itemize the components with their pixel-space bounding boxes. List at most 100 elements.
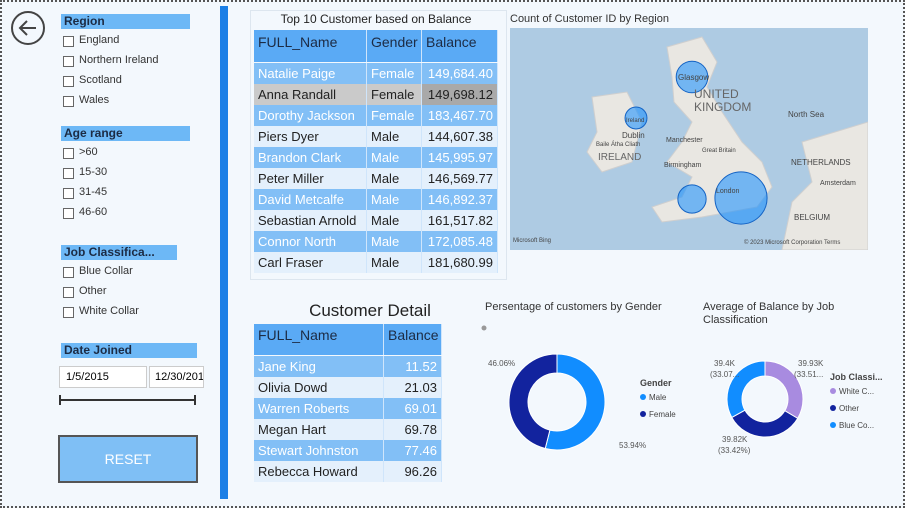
map-label: Birmingham (664, 162, 702, 169)
checkbox[interactable] (63, 76, 74, 87)
back-button[interactable] (10, 10, 48, 48)
data-label: 39.82K (722, 435, 748, 444)
map-label: Manchester (666, 137, 703, 144)
filter-option[interactable]: >60 (79, 146, 98, 158)
percent-label: (33.51... (794, 370, 823, 379)
map-label: IRELAND (598, 152, 641, 163)
table-cell: 11.52 (384, 356, 442, 377)
bubble (714, 171, 768, 225)
data-label: 39.93K (798, 359, 824, 368)
legend-marker (640, 411, 646, 417)
table-cell: Male (367, 252, 422, 273)
column-header[interactable]: FULL_Name (254, 324, 384, 355)
legend-label: White C... (839, 387, 874, 396)
map-label: NETHERLANDS (791, 158, 851, 167)
checkbox[interactable] (63, 267, 74, 278)
filter-option[interactable]: Wales (79, 94, 110, 106)
table-cell: Jane King (254, 356, 384, 377)
table-cell: 146,569.77 (422, 168, 498, 189)
legend-title: Job Classi... (830, 372, 883, 382)
bubble (677, 184, 707, 214)
table-cell: 77.46 (384, 440, 442, 461)
map-label: KINGDOM (694, 100, 751, 114)
checkbox[interactable] (63, 168, 74, 179)
date-end[interactable]: 12/30/201 (149, 366, 204, 388)
table-cell: 21.03 (384, 377, 442, 398)
checkbox[interactable] (63, 148, 74, 159)
checkbox[interactable] (63, 188, 74, 199)
table-cell: Rebecca Howard (254, 461, 384, 482)
map-label: BELGIUM (794, 213, 830, 222)
legend-label: Blue Co... (839, 421, 874, 430)
table-cell: 181,680.99 (422, 252, 498, 273)
checkbox[interactable] (63, 208, 74, 219)
table-cell: Peter Miller (254, 168, 367, 189)
table-cell: Anna Randall (254, 84, 367, 105)
filter-header[interactable]: Job Classifica... (61, 245, 177, 260)
donut-charts: 53.94% Male 46.06% Female Gender 39.93K (33.51… (481, 325, 883, 455)
filter-option[interactable]: 31-45 (79, 186, 108, 198)
table-cell: Female (367, 63, 422, 84)
map-label: North Sea (788, 110, 825, 119)
filter-option[interactable]: Scotland (79, 74, 122, 86)
data-label: 53.94% (619, 441, 646, 450)
map-label: Great Britain (702, 148, 736, 154)
donut-slice (726, 360, 766, 419)
map-title: Count of Customer ID by Region (510, 13, 669, 25)
percent-label: (33.07... (710, 370, 739, 379)
table-cell: 145,995.97 (422, 147, 498, 168)
table-title: Customer Detail (309, 301, 431, 320)
table-cell: Male (367, 147, 422, 168)
table-cell: Warren Roberts (254, 398, 384, 419)
table-cell: Stewart Johnston (254, 440, 384, 461)
column-header[interactable]: Gender (367, 30, 422, 62)
table-cell: 146,892.37 (422, 189, 498, 210)
donut-slice (731, 409, 799, 438)
column-header[interactable]: Balance (422, 30, 498, 62)
checkbox[interactable] (63, 96, 74, 107)
data-label: 46.06% (488, 359, 515, 368)
table-cell: Dorothy Jackson (254, 105, 367, 126)
filter-option[interactable]: Blue Collar (79, 265, 133, 277)
column-header[interactable]: FULL_Name (254, 30, 367, 62)
checkbox[interactable] (63, 307, 74, 318)
legend-label: Female (649, 410, 676, 419)
filter-option[interactable]: England (79, 34, 120, 46)
filter-option[interactable]: 46-60 (79, 206, 108, 218)
legend-marker (830, 422, 836, 428)
table-cell: 96.26 (384, 461, 442, 482)
map-label: Glasgow (678, 73, 709, 82)
legend-marker (830, 388, 836, 394)
filter-option[interactable]: White Collar (79, 305, 139, 317)
reset-button[interactable]: RESET (58, 435, 198, 483)
filter-option[interactable]: Other (79, 285, 107, 297)
checkbox[interactable] (63, 287, 74, 298)
table-cell: Natalie Paige (254, 63, 367, 84)
map-label: Microsoft Bing (513, 238, 551, 244)
table-title: Top 10 Customer based on Balance (280, 12, 472, 26)
table-cell: Sebastian Arnold (254, 210, 367, 231)
table-cell: Female (367, 105, 422, 126)
filter-option[interactable]: Northern Ireland (79, 54, 159, 66)
date-slider[interactable] (57, 392, 199, 408)
table-cell: Male (367, 126, 422, 147)
filter-option[interactable]: 15-30 (79, 166, 108, 178)
table-cell: Male (367, 231, 422, 252)
column-header[interactable]: Balance (384, 324, 442, 355)
table-cell: Male (367, 210, 422, 231)
checkbox[interactable] (63, 36, 74, 47)
table-cell: Piers Dyer (254, 126, 367, 147)
date-start[interactable]: 1/5/2015 (59, 366, 147, 388)
table-cell: 149,684.40 (422, 63, 498, 84)
table-cell: 172,085.48 (422, 231, 498, 252)
table-cell: 69.01 (384, 398, 442, 419)
filter-header[interactable]: Age range (61, 126, 190, 141)
checkbox[interactable] (63, 56, 74, 67)
filter-header[interactable]: Region (61, 14, 190, 29)
filter-header[interactable]: Date Joined (61, 343, 197, 358)
divider (220, 6, 228, 499)
table-cell: Connor North (254, 231, 367, 252)
legend-marker (830, 405, 836, 411)
